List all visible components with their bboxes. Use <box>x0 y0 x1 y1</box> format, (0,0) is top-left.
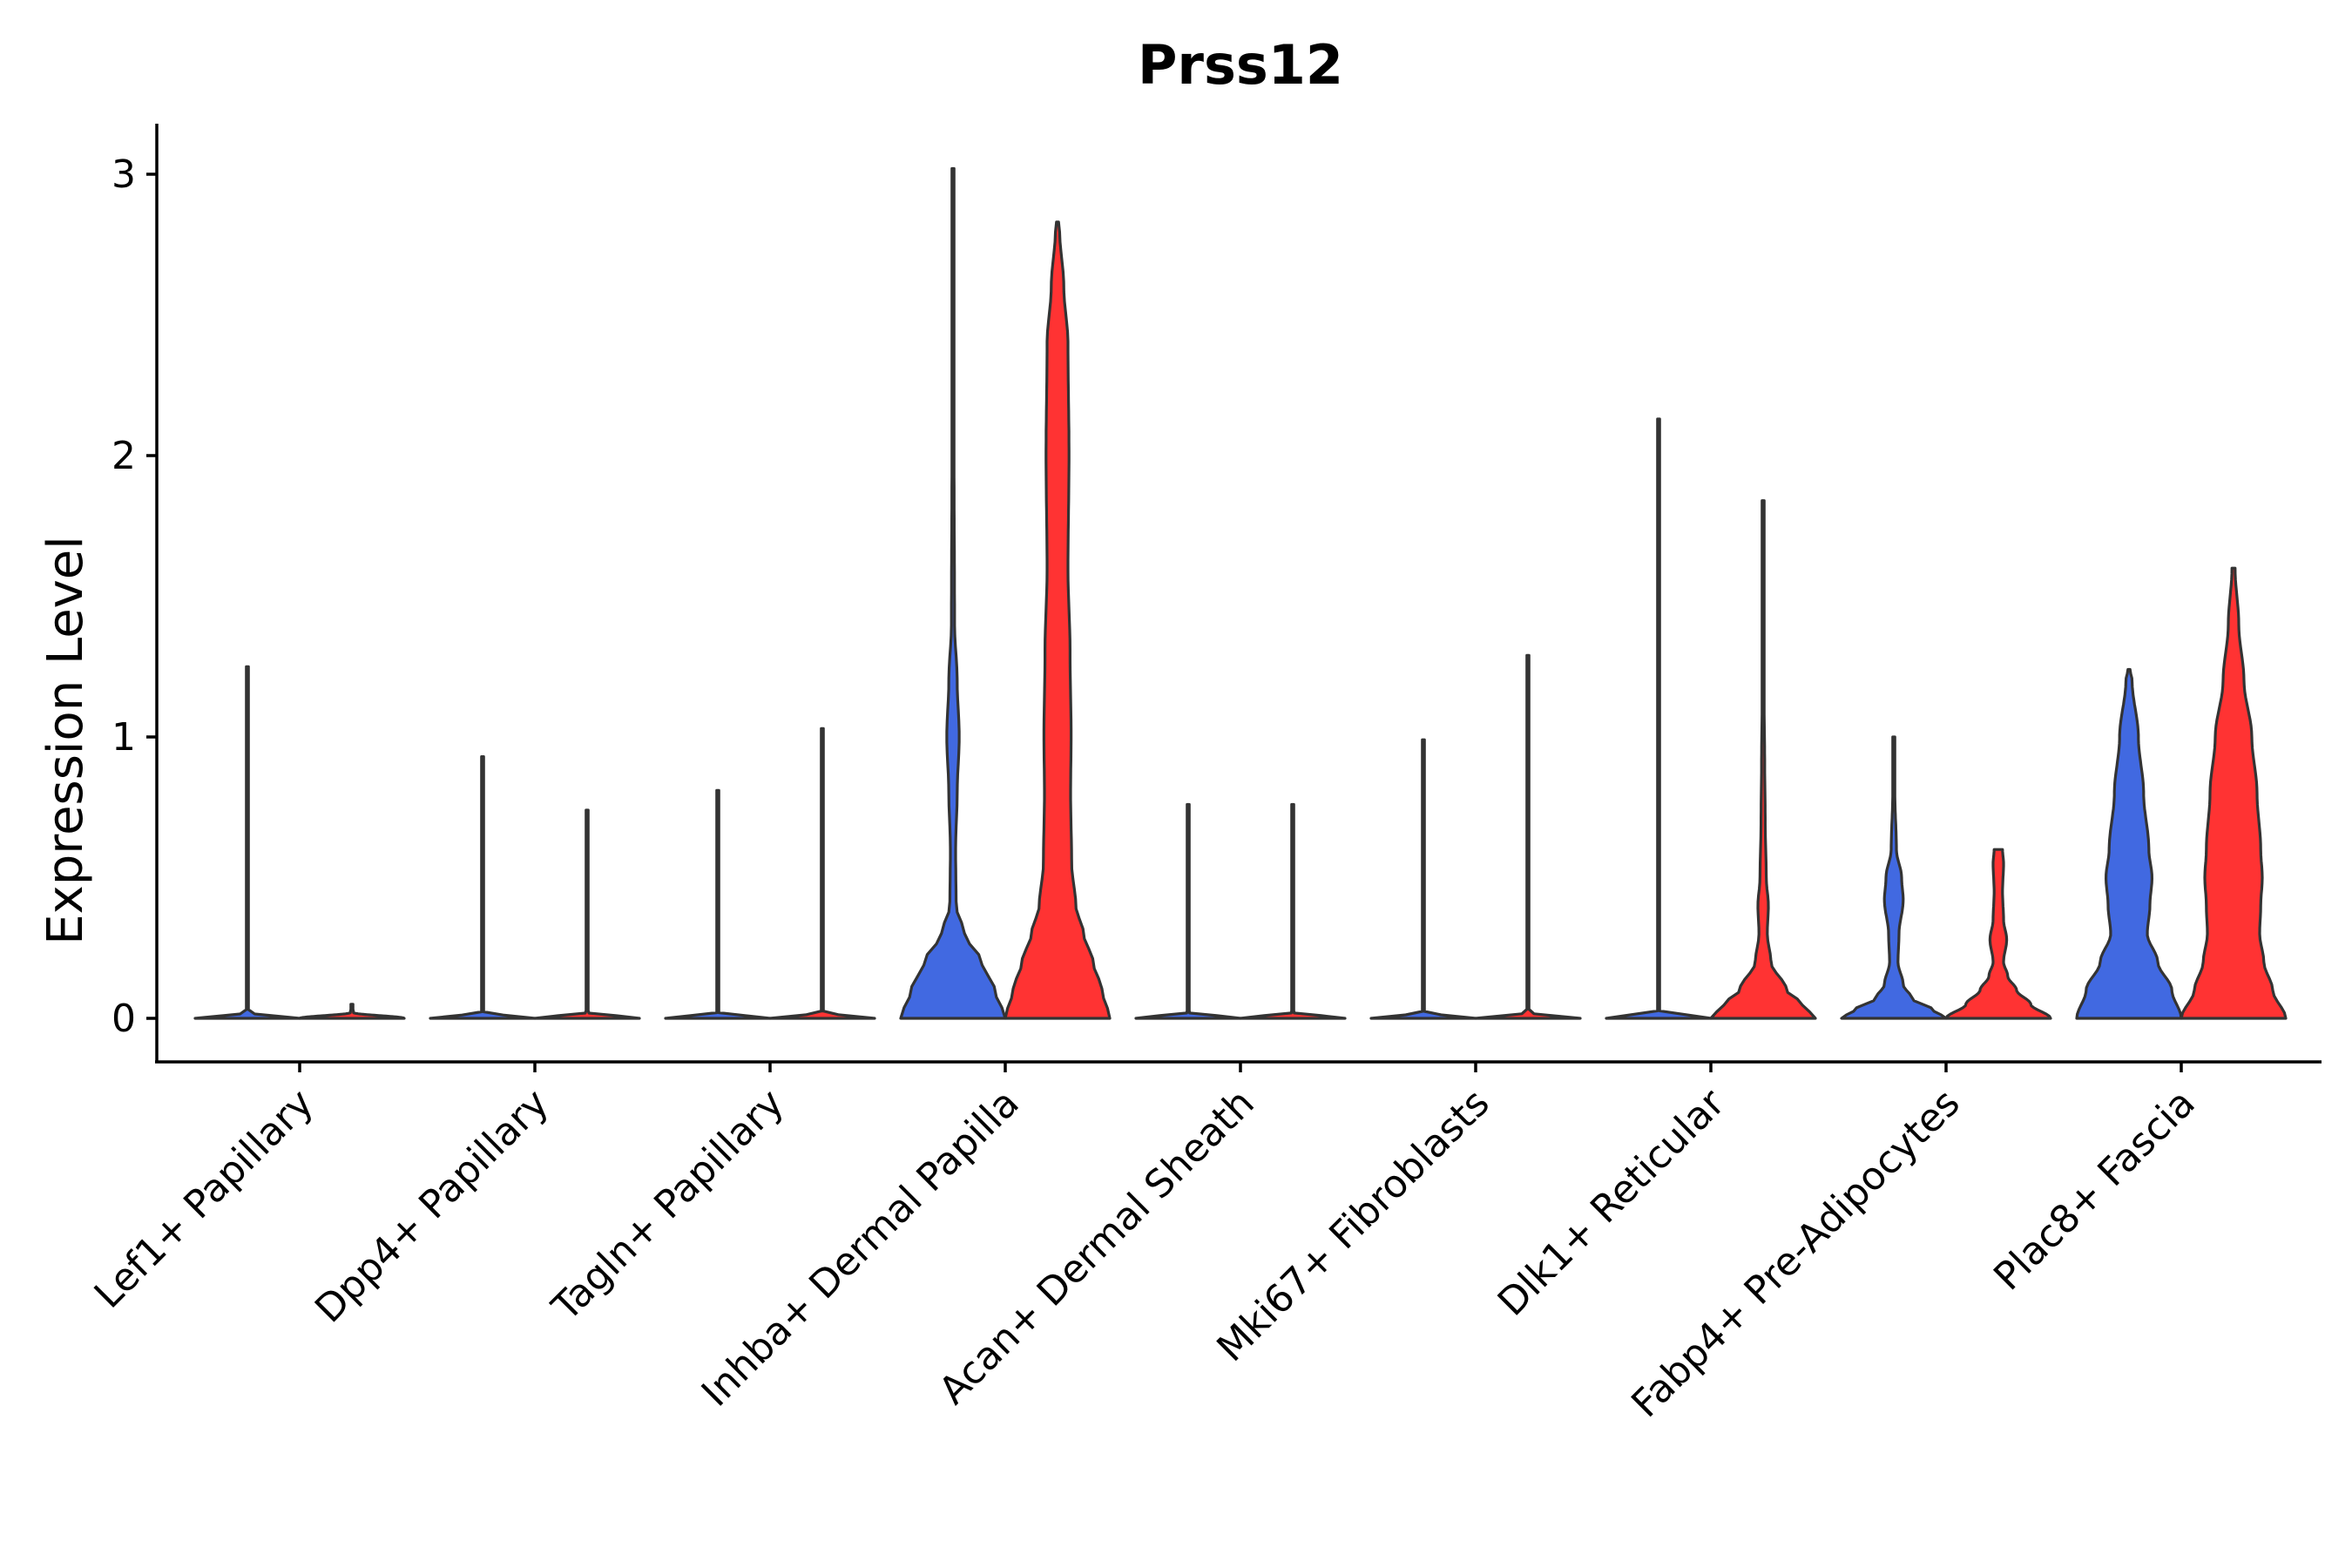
violin-2-8 <box>1944 848 2052 1020</box>
violin-1-9 <box>2075 667 2183 1020</box>
y-ticks-layer: 0 1 2 3 <box>112 152 157 1041</box>
x-tick-label-6: Mki67+ Fibroblasts <box>1208 1081 1497 1370</box>
x-tick-label-7: Dlk1+ Reticular <box>1490 1080 1734 1325</box>
y-tick-label-0: 0 <box>112 997 136 1041</box>
violin-2-5 <box>1239 802 1347 1020</box>
violin-1-1 <box>193 665 301 1020</box>
violin-2-6 <box>1474 653 1582 1020</box>
violin-1-6 <box>1369 738 1477 1020</box>
x-tick-label-3: Tagln+ Papillary <box>544 1081 793 1330</box>
violin-1-3 <box>664 788 772 1020</box>
violin-1-2 <box>429 754 537 1020</box>
violin-1-8 <box>1840 735 1948 1020</box>
violin-2-3 <box>768 727 876 1020</box>
violin-2-1 <box>298 1003 406 1020</box>
violin-1-5 <box>1134 802 1242 1020</box>
y-axis-label: Expression Level <box>37 536 94 945</box>
y-tick-label-1: 1 <box>112 715 136 760</box>
x-tick-label-2: Dpp4+ Papillary <box>307 1081 558 1332</box>
violin-2-9 <box>2180 566 2288 1020</box>
violin-2-4 <box>1004 220 1112 1020</box>
violins-layer <box>193 166 2288 1020</box>
violin-1-4 <box>899 166 1007 1020</box>
chart-title: Prss12 <box>1138 33 1343 97</box>
violin-2-2 <box>533 808 641 1020</box>
violin-2-7 <box>1709 499 1817 1020</box>
y-tick-label-3: 3 <box>112 152 136 197</box>
violin-1-7 <box>1605 417 1713 1020</box>
x-tick-label-1: Lef1+ Papillary <box>86 1081 322 1317</box>
x-tick-label-9: Plac8+ Fascia <box>1985 1081 2204 1300</box>
y-tick-label-2: 2 <box>112 434 136 478</box>
